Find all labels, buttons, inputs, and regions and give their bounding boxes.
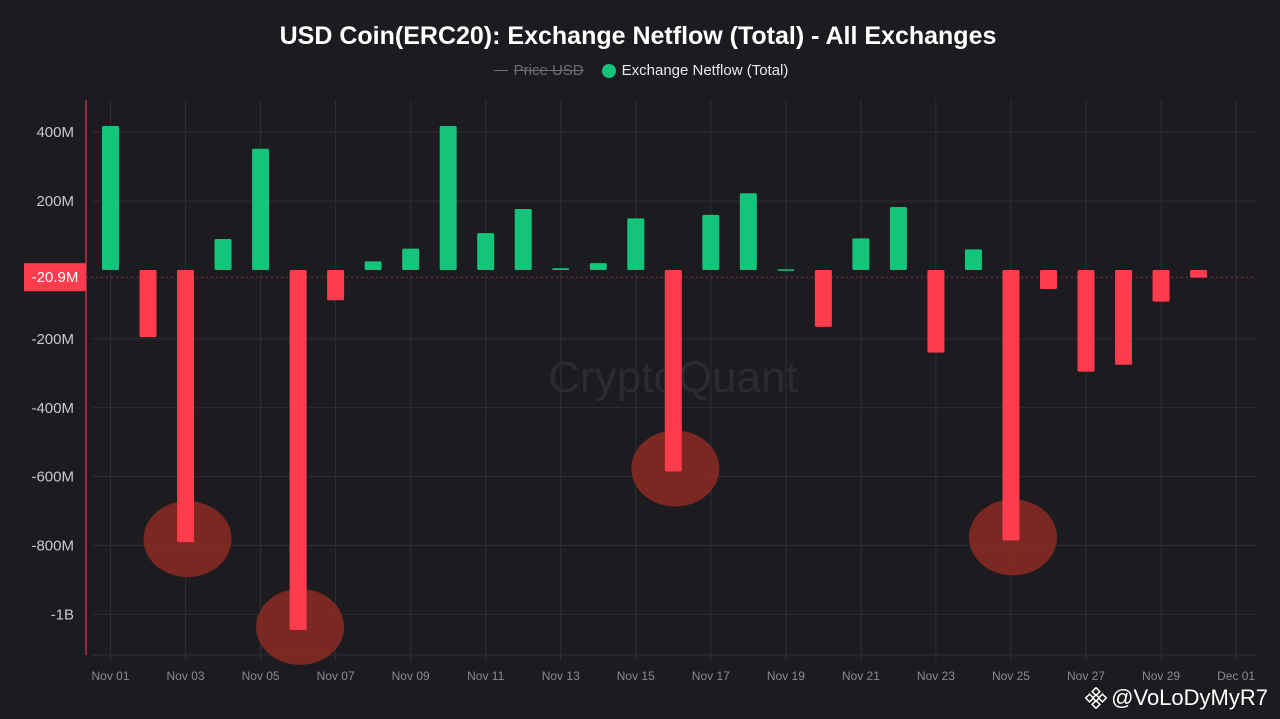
bar-nov-12 [514, 209, 532, 270]
bar-nov-04 [214, 239, 232, 270]
bar-nov-27 [1077, 270, 1095, 372]
bar-nov-28 [1115, 270, 1133, 365]
bar-nov-02 [139, 270, 157, 338]
bar-nov-07 [327, 270, 345, 301]
bar-nov-26 [1040, 270, 1057, 289]
x-tick-label: Nov 01 [91, 669, 129, 683]
bar-nov-17 [702, 214, 720, 270]
bar-nov-24 [964, 249, 982, 270]
attribution-handle: @VoLoDyMyR7 [1111, 685, 1268, 710]
x-tick-label: Nov 03 [167, 669, 205, 683]
current-value-marker [24, 263, 86, 292]
y-tick-label: -400M [31, 400, 74, 417]
bar-nov-03 [177, 270, 195, 543]
chart-title: USD Coin(ERC20): Exchange Netflow (Total… [279, 22, 997, 50]
bar-nov-01 [102, 126, 119, 270]
x-tick-label: Nov 17 [692, 669, 730, 683]
x-tick-label: Nov 07 [317, 669, 355, 683]
bar-nov-25 [1002, 270, 1020, 541]
x-tick-label: Nov 23 [917, 669, 955, 683]
bar-nov-29 [1152, 270, 1170, 302]
current-value-label: -20.9M [32, 269, 79, 286]
x-tick-label: Nov 27 [1067, 669, 1105, 683]
bar-nov-05 [252, 148, 270, 270]
legend-label-exchange-netflow: Exchange Netflow (Total) [621, 62, 789, 79]
bar-nov-15 [627, 218, 645, 270]
x-tick-label: Nov 19 [767, 669, 805, 683]
bar-nov-08 [364, 261, 382, 270]
bar-nov-19 [777, 269, 795, 271]
bar-nov-10 [439, 126, 457, 270]
bar-nov-16 [664, 270, 682, 472]
y-tick-label: -800M [31, 538, 74, 555]
legend-item-price-usd[interactable]: Price USD [493, 62, 584, 79]
attribution: @VoLoDyMyR7 [1085, 685, 1268, 711]
y-tick-label: -1B [51, 606, 74, 623]
bar-nov-23 [927, 270, 945, 353]
bar-nov-09 [402, 248, 420, 270]
bar-nov-21 [852, 238, 870, 270]
bar-nov-06 [289, 270, 307, 630]
x-tick-label: Nov 09 [392, 669, 430, 683]
x-tick-label: Nov 13 [542, 669, 580, 683]
x-tick-label: Nov 29 [1142, 669, 1180, 683]
y-tick-label: 400M [36, 124, 74, 141]
bar-nov-13 [552, 268, 570, 270]
x-tick-label: Nov 05 [242, 669, 280, 683]
bar-nov-22 [889, 206, 907, 270]
legend-label-price-usd: Price USD [513, 62, 584, 79]
bar-nov-20 [814, 270, 832, 327]
line-swatch-icon [493, 70, 508, 71]
bar-nov-14 [589, 263, 607, 270]
x-tick-label: Nov 21 [842, 669, 880, 683]
x-tick-label: Nov 15 [617, 669, 655, 683]
x-tick-label: Nov 25 [992, 669, 1030, 683]
bar-nov-18 [739, 193, 757, 270]
exchange-logo-icon [1085, 687, 1108, 709]
x-tick-label: Nov 11 [467, 669, 504, 683]
y-tick-label: -200M [31, 331, 74, 348]
bar-nov-11 [477, 233, 495, 270]
bar-nov-30 [1190, 270, 1208, 278]
legend: Price USD Exchange Netflow (Total) [0, 62, 1280, 79]
x-tick-label: Dec 01 [1217, 669, 1255, 683]
y-tick-label: 200M [36, 193, 74, 210]
dot-swatch-icon [601, 63, 616, 78]
legend-item-exchange-netflow[interactable]: Exchange Netflow (Total) [601, 62, 789, 79]
y-tick-label: -600M [31, 469, 74, 486]
